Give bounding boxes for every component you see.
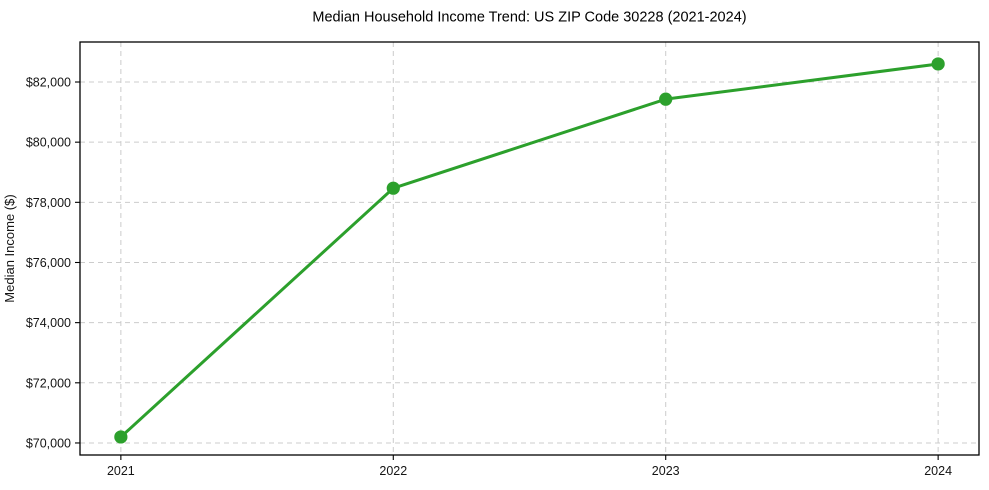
x-tick-label: 2022 [379,464,407,478]
plot-area: 2021 2022 2023 2024 $70,000 $72,000 $74,000 $76… [26,41,980,478]
y-tick-label: $78,000 [26,196,71,210]
x-tick-label: 2023 [652,464,680,478]
x-tick-label: 2021 [107,464,135,478]
data-point [386,181,400,195]
chart-title: Median Household Income Trend: US ZIP Co… [312,10,746,26]
y-axis-label: Median Income ($) [2,194,17,302]
y-tick-label: $82,000 [26,76,71,90]
y-tick-label: $76,000 [26,256,71,270]
data-point [931,57,945,71]
y-tick-label: $74,000 [26,316,71,330]
y-tick-label: $72,000 [26,376,71,390]
y-tick-label: $70,000 [26,436,71,450]
plot-border [79,41,980,456]
data-point [114,430,128,444]
data-point [659,92,673,106]
x-tick-label: 2024 [924,464,952,478]
y-tick-label: $80,000 [26,136,71,150]
data-line [119,62,940,439]
